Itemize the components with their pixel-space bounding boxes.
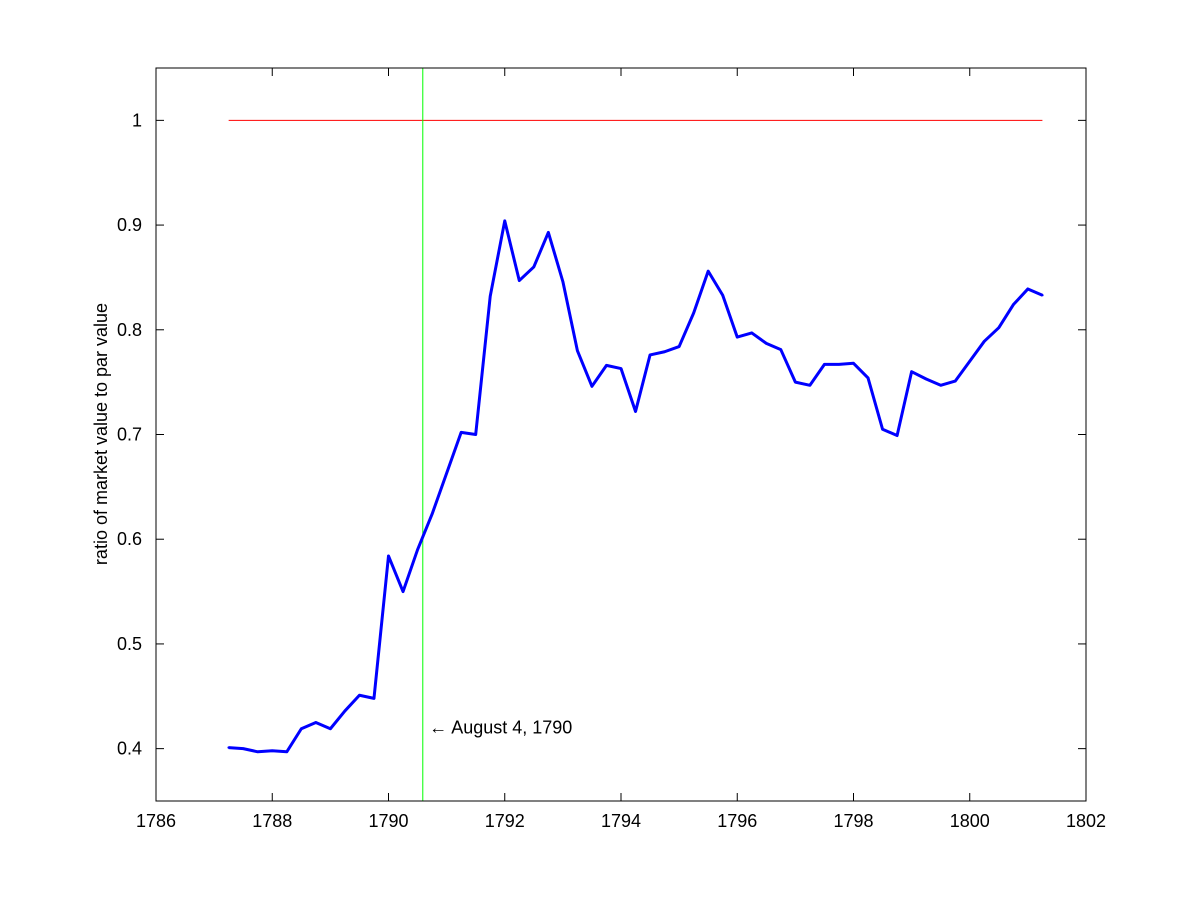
data-point — [343, 709, 347, 713]
data-point — [736, 335, 739, 339]
data-point — [314, 721, 318, 724]
x-tick-label: 1796 — [717, 811, 757, 831]
data-point — [503, 219, 506, 223]
data-point — [852, 362, 855, 365]
data-point — [561, 280, 565, 283]
data-point — [954, 379, 957, 383]
data-point — [401, 590, 405, 593]
data-point — [518, 279, 521, 282]
y-tick-label: 0.6 — [117, 529, 142, 549]
data-point — [576, 349, 579, 352]
axis-tick-labels: 1786 1788 1790 1792 1794 1796 1798 1800 1802 0.4 0… — [117, 110, 1106, 831]
data-point — [837, 363, 841, 366]
x-tick-label: 1792 — [485, 811, 525, 831]
y-tick-label: 1 — [132, 110, 142, 130]
data-point — [910, 370, 913, 373]
x-tick-label: 1794 — [601, 811, 641, 831]
data-point — [590, 385, 594, 388]
data-point — [489, 295, 492, 298]
x-tick-label: 1800 — [950, 811, 990, 831]
data-point — [416, 548, 419, 551]
y-tick-label: 0.7 — [117, 425, 142, 445]
data-point — [823, 363, 826, 366]
data-point — [634, 410, 637, 413]
data-point — [605, 364, 608, 367]
y-tick-label: 0.4 — [117, 739, 142, 759]
data-point — [924, 377, 928, 381]
data-point — [372, 697, 376, 700]
data-point — [794, 380, 797, 384]
data-point — [983, 340, 986, 343]
data-point — [677, 345, 681, 348]
data-point — [445, 472, 448, 475]
data-point — [358, 694, 361, 697]
x-tick-label: 1798 — [833, 811, 873, 831]
y-tick-label: 0.8 — [117, 320, 142, 340]
data-point — [271, 749, 274, 752]
data-point — [430, 512, 434, 516]
axis-ticks — [155, 68, 1087, 801]
data-point — [1041, 294, 1044, 297]
annotation-label: ← August 4, 1790 — [429, 718, 572, 738]
data-point — [968, 360, 971, 363]
data-point — [300, 727, 303, 730]
data-point — [881, 428, 884, 431]
data-point — [779, 348, 783, 351]
data-point — [765, 342, 768, 345]
x-tick-label: 1802 — [1066, 811, 1106, 831]
data-point — [721, 294, 724, 297]
y-tick-label: 0.5 — [117, 634, 142, 654]
data-point — [619, 367, 623, 370]
data-point — [939, 384, 942, 387]
data-point — [1012, 303, 1015, 306]
data-point — [532, 265, 536, 269]
y-axis-label: ratio of market value to par value — [91, 303, 111, 565]
data-point — [808, 384, 812, 387]
data-point — [329, 727, 332, 730]
data-point — [692, 311, 695, 315]
data-point — [648, 353, 652, 357]
data-point — [241, 747, 245, 750]
data-point — [459, 431, 463, 434]
x-tick-label: 1790 — [368, 811, 408, 831]
data-point — [866, 376, 870, 380]
series-layer — [227, 68, 1044, 801]
data-point — [895, 434, 899, 437]
data-point — [997, 326, 1001, 329]
plot-frame — [155, 67, 1087, 802]
plot-area — [156, 68, 1086, 801]
data-point — [547, 231, 550, 234]
data-point — [750, 331, 753, 335]
data-point — [387, 554, 390, 558]
data-point — [285, 750, 288, 753]
x-tick-label: 1788 — [252, 811, 292, 831]
data-point — [1026, 287, 1030, 291]
data-point — [474, 433, 477, 436]
data-point — [663, 350, 666, 353]
y-tick-label: 0.9 — [117, 215, 142, 235]
x-tick-label: 1786 — [136, 811, 176, 831]
data-point — [256, 750, 259, 753]
data-point — [706, 269, 710, 273]
data-point — [227, 746, 230, 749]
